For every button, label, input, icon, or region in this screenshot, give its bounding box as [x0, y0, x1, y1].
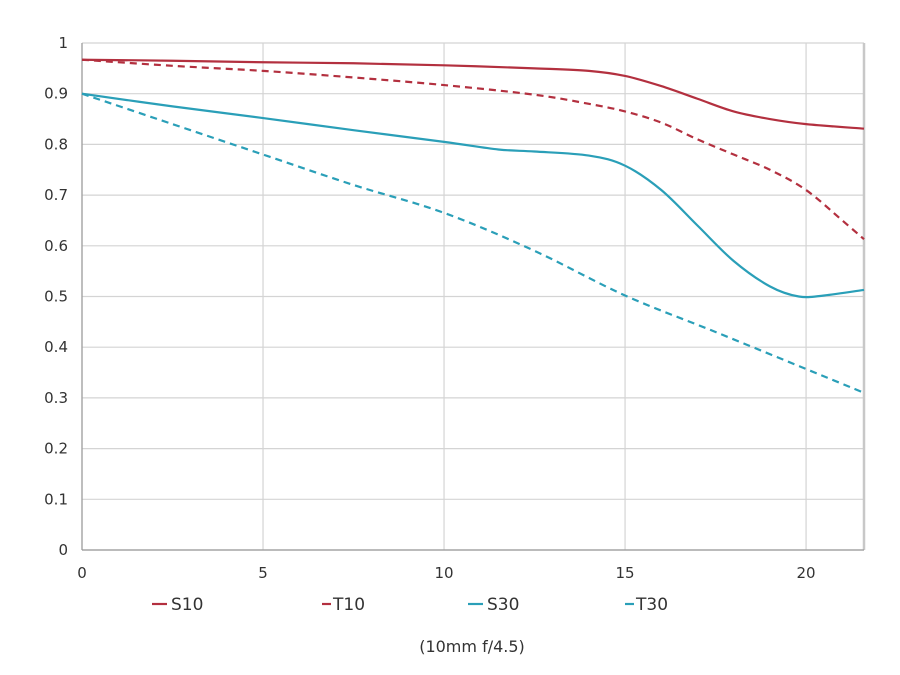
legend: S10 T10 S30 T30	[152, 595, 668, 615]
y-tick-label: 0.1	[44, 490, 68, 508]
legend-label: S30	[487, 595, 519, 615]
y-tick-label: 0.7	[44, 186, 68, 204]
y-tick-label: 0.5	[44, 288, 68, 306]
y-tick-label: 0.9	[44, 85, 68, 103]
y-tick-label: 0.3	[44, 389, 68, 407]
x-tick-label: 5	[258, 564, 268, 582]
x-tick-label: 15	[616, 564, 635, 582]
legend-label: T10	[332, 595, 365, 615]
y-tick-label: 0.2	[44, 440, 68, 458]
legend-label: S10	[171, 595, 203, 615]
y-tick-label: 0.6	[44, 237, 68, 255]
series-lines	[81, 58, 865, 394]
series-line-t10	[81, 58, 865, 241]
y-tick-label: 0	[58, 541, 68, 559]
grid	[81, 42, 866, 551]
x-tick-label: 20	[797, 564, 816, 582]
tick-labels: 00.10.20.30.40.50.60.70.80.910 5 10 15 20	[44, 34, 815, 582]
series-line-t30	[81, 92, 865, 394]
series-line-s10	[81, 58, 865, 130]
y-tick-label: 1	[58, 34, 68, 52]
x-tick-label: 10	[434, 564, 453, 582]
y-tick-label: 0.8	[44, 135, 68, 153]
legend-label: T30	[635, 595, 668, 615]
chart-subtitle: (10mm f/4.5)	[419, 637, 525, 656]
x-tick-label: 0	[77, 564, 87, 582]
series-line-s30	[81, 92, 865, 299]
y-tick-label: 0.4	[44, 338, 68, 356]
